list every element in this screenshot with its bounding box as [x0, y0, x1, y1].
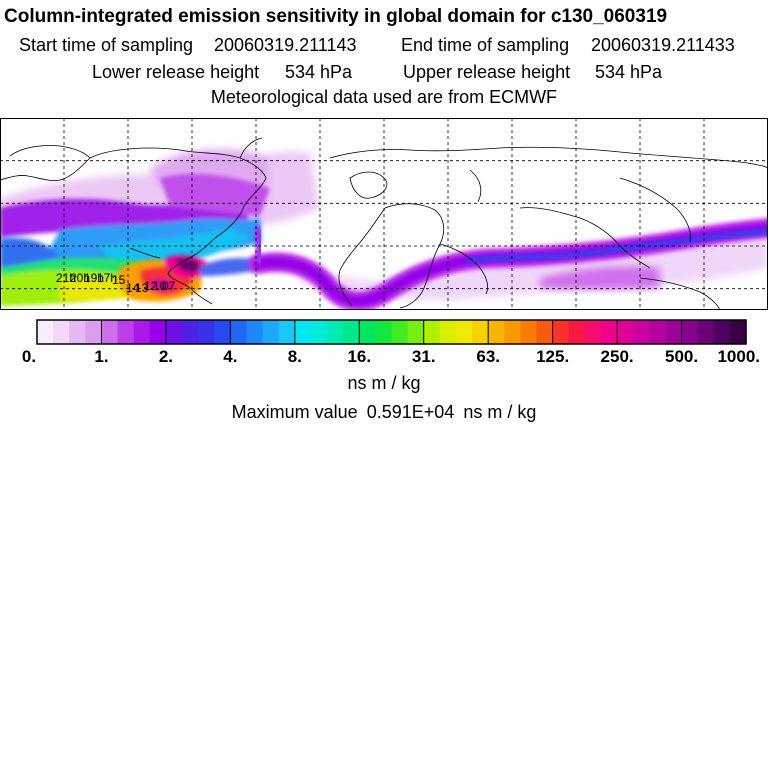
- colorbar-cell: [165, 320, 183, 344]
- colorbar-cell: [713, 320, 731, 344]
- upper-height-value: 534 hPa: [595, 62, 663, 82]
- start-time-value: 20060319.211143: [214, 35, 357, 55]
- colorbar-cell: [697, 320, 715, 344]
- colorbar-cell: [149, 320, 167, 344]
- colorbar-cell: [633, 320, 650, 344]
- end-time-value: 20060319.211433: [591, 35, 735, 55]
- colorbar-cell: [600, 320, 618, 344]
- colorbar-tick-label: 500.: [665, 347, 698, 366]
- colorbar-cell: [214, 320, 231, 344]
- colorbar-cell: [649, 320, 667, 344]
- colorbar-ticks: [100, 320, 683, 344]
- colorbar-cell: [327, 320, 344, 344]
- maximum-value: 0.591E+04: [366, 402, 455, 422]
- colorbar-tick-label: 250.: [601, 347, 634, 366]
- colorbar-cell: [359, 320, 376, 344]
- colorbar-cell: [69, 320, 86, 344]
- colorbar-cell: [568, 320, 586, 344]
- colorbar-tick-label: 31.: [412, 347, 436, 366]
- colorbar-tick-label: 0.: [22, 347, 36, 366]
- plume-north-america: [0, 173, 270, 270]
- colorbar-cell: [488, 320, 505, 344]
- colorbar-cell: [729, 320, 747, 344]
- colorbar-units: ns m / kg: [347, 373, 421, 393]
- colorbar-tick-label: 63.: [476, 347, 500, 366]
- colorbar-cell: [53, 320, 70, 344]
- time-annotation: 19h: [84, 271, 104, 285]
- colorbar-tick-label: 4.: [223, 347, 237, 366]
- start-time-label: Start time of sampling: [19, 35, 194, 55]
- colorbar-cell: [552, 320, 570, 344]
- colorbar-cell: [520, 320, 538, 344]
- plume-subtropical-jet: [248, 218, 768, 310]
- colorbar-cell: [343, 320, 360, 344]
- colorbar-tick-label: 125.: [536, 347, 569, 366]
- colorbar-cell: [198, 320, 215, 344]
- colorbar-cell: [375, 320, 393, 344]
- coastlines: [0, 137, 768, 310]
- colorbar-cell: [536, 320, 554, 344]
- colorbar-cell: [182, 320, 199, 344]
- colorbar-cell: [133, 320, 151, 344]
- colorbar-cells: [37, 320, 747, 344]
- colorbar-cell: [278, 320, 296, 344]
- time-annotation: 14: [126, 281, 140, 295]
- time-annotation: 15: [112, 273, 126, 287]
- colorbar-cell: [262, 320, 280, 344]
- lower-height-label: Lower release height: [92, 62, 260, 82]
- maximum-value-line: Maximum value 0.591E+04 ns m / kg: [0, 402, 768, 423]
- colorbar-cell: [472, 320, 489, 344]
- colorbar-cell: [665, 320, 683, 344]
- colorbar-cell: [407, 320, 425, 344]
- colorbar-cell: [294, 320, 312, 344]
- colorbar-cell: [617, 320, 634, 344]
- colorbar-cell: [439, 320, 457, 344]
- colorbar-tick-label: 1.: [94, 347, 108, 366]
- colorbar-cell: [504, 320, 522, 344]
- time-annotation: 20h: [70, 271, 90, 285]
- colorbar-cell: [455, 320, 473, 344]
- plot-title: Column-integrated emission sensitivity i…: [4, 6, 668, 27]
- time-annotation: 17h: [97, 271, 117, 285]
- colorbar: 0. 1. 2. 4. 8. 16. 31. 63. 125. 250. 500. 1000.: [22, 319, 760, 366]
- colorbar-cell: [584, 320, 602, 344]
- maximum-units: ns m / kg: [463, 402, 537, 422]
- plume-field: [0, 149, 768, 310]
- colorbar-labels: 0. 1. 2. 4. 8. 16. 31. 63. 125. 250. 500. 1000.: [22, 347, 760, 366]
- colorbar-frame: [36, 319, 747, 345]
- time-annotation: 07: [162, 279, 176, 293]
- colorbar-cell: [101, 320, 119, 344]
- met-data-line: Meteorological data used are from ECMWF: [210, 87, 558, 107]
- colorbar-cell: [246, 320, 264, 344]
- lower-height-value: 534 hPa: [285, 62, 353, 82]
- graticule: [0, 118, 768, 310]
- colorbar-tick-label: 16.: [347, 347, 371, 366]
- colorbar-cell: [391, 320, 409, 344]
- plume-hotspot: [118, 255, 258, 302]
- time-annotation: 10: [153, 279, 167, 293]
- time-annotation: 21h: [56, 271, 76, 285]
- end-time-label: End time of sampling: [401, 35, 570, 55]
- colorbar-cell: [117, 320, 135, 344]
- colorbar-tick-label: 2.: [159, 347, 173, 366]
- colorbar-cell: [681, 320, 699, 344]
- colorbar-tick-label: 1000.: [717, 347, 760, 366]
- colorbar-cell: [423, 320, 441, 344]
- colorbar-cell: [310, 320, 328, 344]
- time-annotation: 12: [144, 279, 158, 293]
- colorbar-cell: [37, 320, 54, 344]
- colorbar-cell: [85, 320, 103, 344]
- upper-height-label: Upper release height: [403, 62, 571, 82]
- maximum-label: Maximum value: [231, 402, 358, 422]
- colorbar-cell: [230, 320, 248, 344]
- colorbar-tick-label: 8.: [288, 347, 302, 366]
- time-annotation: 13: [135, 281, 149, 295]
